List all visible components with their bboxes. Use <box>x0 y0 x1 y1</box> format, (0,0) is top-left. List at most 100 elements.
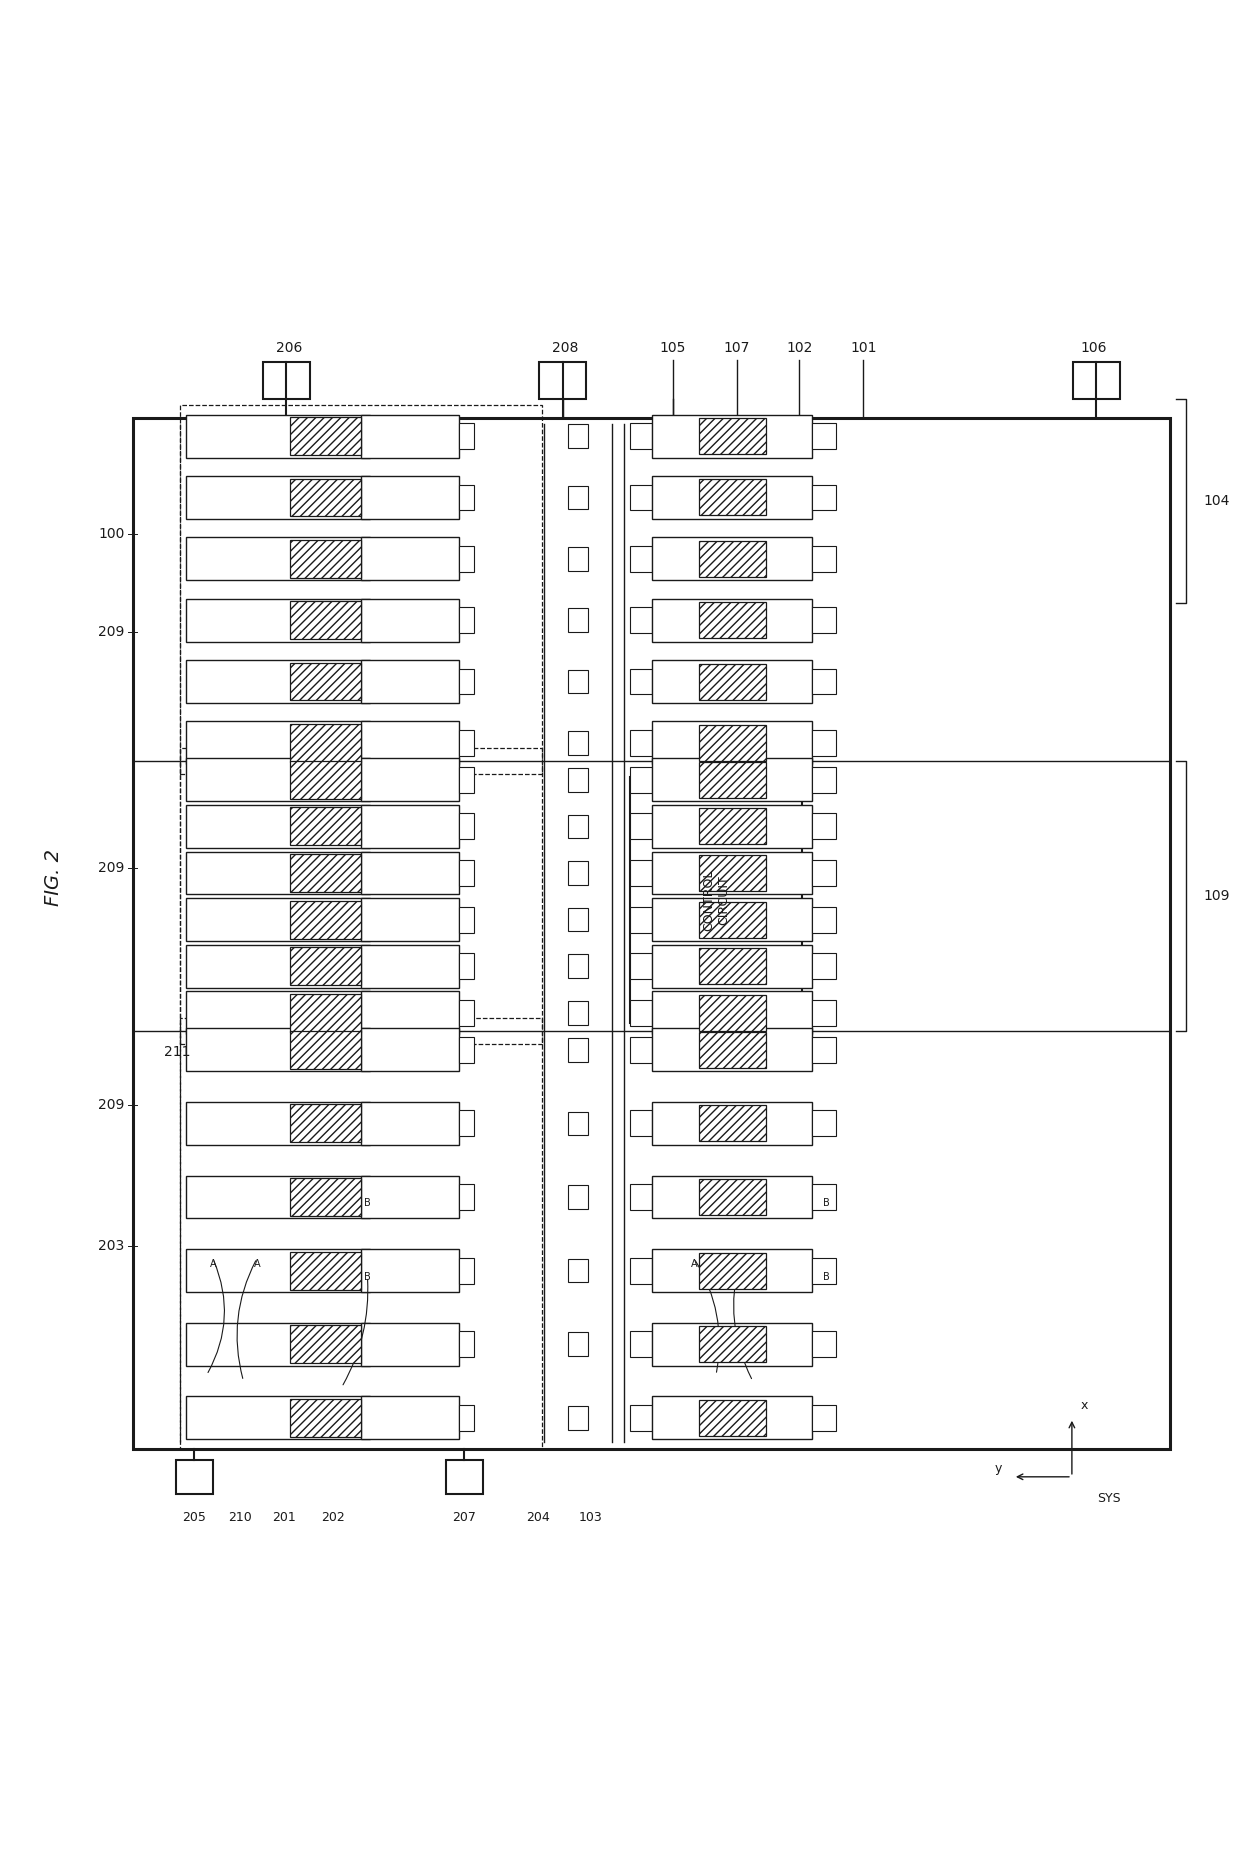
Bar <box>652 1029 812 1072</box>
Bar <box>568 1185 588 1209</box>
Bar <box>699 808 766 844</box>
Bar <box>699 1326 766 1363</box>
Bar <box>699 603 766 638</box>
Bar <box>568 1112 588 1135</box>
Text: 106: 106 <box>1081 341 1107 356</box>
Bar <box>361 897 460 942</box>
Bar <box>630 423 652 449</box>
Bar <box>630 1036 652 1062</box>
Bar <box>699 901 766 938</box>
Text: 209: 209 <box>98 1098 124 1112</box>
Bar <box>460 484 474 510</box>
Bar <box>176 1459 213 1494</box>
Bar <box>539 362 585 399</box>
Bar <box>290 808 361 845</box>
Text: 104: 104 <box>1203 495 1230 508</box>
Bar <box>460 1185 474 1211</box>
Bar <box>812 669 836 695</box>
Bar <box>568 486 588 510</box>
Bar <box>652 992 812 1035</box>
Bar <box>186 1175 370 1218</box>
Text: x: x <box>1080 1400 1087 1413</box>
Bar <box>652 897 812 942</box>
Bar <box>186 758 370 801</box>
Bar <box>460 907 474 933</box>
Bar <box>630 484 652 510</box>
Bar <box>263 362 310 399</box>
Bar <box>699 855 766 892</box>
Bar <box>186 415 370 458</box>
Bar <box>630 777 802 1023</box>
Bar <box>568 1333 588 1355</box>
Bar <box>361 805 460 847</box>
Bar <box>186 1029 370 1072</box>
Text: B: B <box>823 1198 830 1209</box>
Bar <box>812 730 836 756</box>
Text: 203: 203 <box>98 1238 124 1253</box>
Bar <box>460 423 474 449</box>
Bar <box>361 721 460 764</box>
Bar <box>361 1322 460 1366</box>
Bar <box>460 545 474 571</box>
Bar <box>568 955 588 979</box>
Text: A: A <box>210 1259 216 1270</box>
Bar <box>568 425 588 449</box>
Bar <box>630 907 652 933</box>
Bar <box>699 1031 766 1068</box>
Bar <box>652 476 812 519</box>
Bar <box>630 1111 652 1137</box>
Bar <box>812 1185 836 1211</box>
Bar <box>290 1105 361 1142</box>
Bar <box>699 417 766 454</box>
Text: A: A <box>254 1259 260 1270</box>
Text: B: B <box>365 1272 371 1281</box>
Bar <box>361 992 460 1035</box>
Bar <box>699 1105 766 1142</box>
Bar <box>699 664 766 699</box>
Text: 210: 210 <box>228 1511 252 1524</box>
Text: 209: 209 <box>98 625 124 640</box>
Bar <box>812 814 836 840</box>
Bar <box>630 860 652 886</box>
Bar <box>186 1396 370 1439</box>
Bar <box>460 953 474 979</box>
Bar <box>630 1185 652 1211</box>
Bar <box>186 538 370 580</box>
Bar <box>652 721 812 764</box>
Bar <box>630 669 652 695</box>
Bar <box>699 1253 766 1289</box>
Bar <box>812 999 836 1025</box>
Bar <box>361 946 460 988</box>
Bar <box>186 897 370 942</box>
Bar <box>133 417 1171 1448</box>
Bar <box>446 1459 482 1494</box>
Bar <box>652 1322 812 1366</box>
Bar <box>699 541 766 577</box>
Bar <box>460 1036 474 1062</box>
Text: 100: 100 <box>98 527 124 541</box>
Bar <box>652 1250 812 1292</box>
Bar <box>568 1259 588 1283</box>
Bar <box>460 999 474 1025</box>
Text: 208: 208 <box>552 341 578 356</box>
Bar <box>460 860 474 886</box>
Text: 107: 107 <box>724 341 750 356</box>
Text: B: B <box>365 1198 371 1209</box>
Bar <box>290 601 361 640</box>
Bar <box>180 404 542 775</box>
Bar <box>652 538 812 580</box>
Bar <box>568 1001 588 1025</box>
Text: 101: 101 <box>849 341 877 356</box>
Bar <box>812 1111 836 1137</box>
Bar <box>812 1405 836 1431</box>
Bar <box>652 851 812 894</box>
Bar <box>568 1038 588 1062</box>
Bar <box>812 768 836 794</box>
Text: 204: 204 <box>526 1511 549 1524</box>
Text: FIG. 2: FIG. 2 <box>43 849 63 907</box>
Bar <box>186 992 370 1035</box>
Bar <box>630 768 652 794</box>
Bar <box>630 1405 652 1431</box>
Bar <box>290 662 361 701</box>
Bar <box>630 1331 652 1357</box>
